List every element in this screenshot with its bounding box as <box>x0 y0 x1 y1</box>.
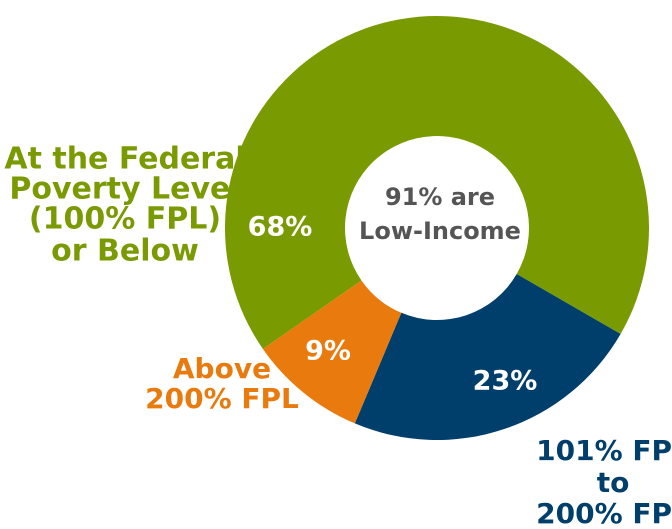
center-text: 91% are <box>385 183 495 211</box>
category-label: Poverty Level <box>9 172 240 207</box>
donut-slice <box>225 16 650 349</box>
category-label: or Below <box>51 234 199 269</box>
category-label: 101% FPL <box>536 434 672 467</box>
value-label: 68% <box>248 212 313 243</box>
category-label: 200% FPL <box>145 382 299 415</box>
category-label: (100% FPL) <box>29 202 221 237</box>
category-label: At the Federal <box>4 142 245 177</box>
donut-slice <box>354 274 621 440</box>
category-label: 200% FPL <box>536 497 672 529</box>
category-label: Above <box>173 352 271 385</box>
value-label: 23% <box>473 366 538 397</box>
donut-slice <box>262 280 402 424</box>
value-label: 9% <box>305 336 351 367</box>
center-text: Low-Income <box>359 217 521 245</box>
category-label: to <box>597 466 630 499</box>
